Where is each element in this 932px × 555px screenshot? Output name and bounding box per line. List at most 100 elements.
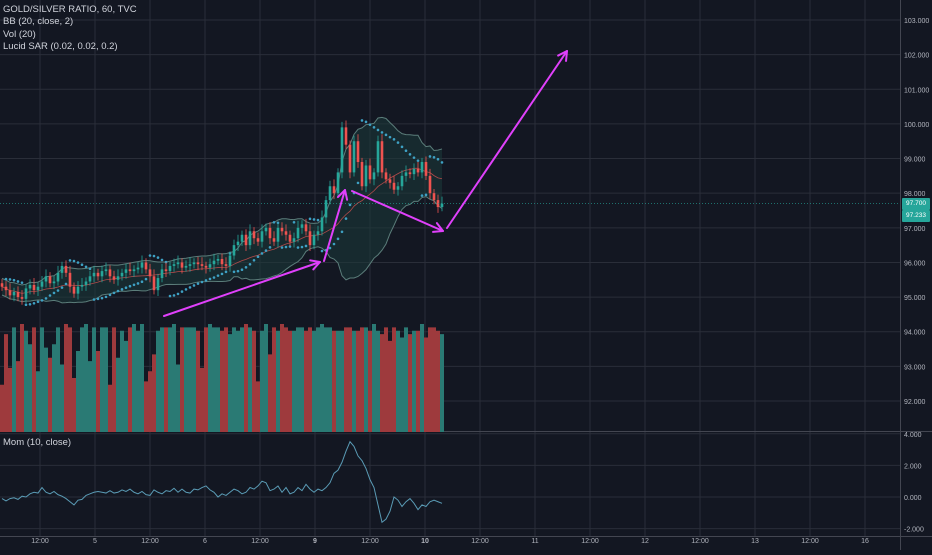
- sar-dot: [120, 288, 124, 291]
- candle-body: [264, 227, 268, 232]
- candle-body: [392, 182, 396, 190]
- candle-body: [244, 234, 248, 246]
- candle-body: [328, 186, 332, 201]
- volume-bar: [4, 334, 8, 432]
- legend-vol[interactable]: Vol (20): [3, 28, 36, 40]
- sar-dot: [416, 159, 420, 162]
- volume-bar: [372, 324, 376, 432]
- volume-bar: [136, 330, 140, 432]
- candle-body: [204, 265, 208, 268]
- annotation-arrow-spike: [323, 189, 349, 262]
- volume-bar: [28, 344, 32, 432]
- sar-dot: [392, 138, 396, 141]
- volume-bar: [360, 327, 364, 432]
- volume-bar: [400, 337, 404, 432]
- sar-dot: [56, 289, 60, 292]
- volume-bar: [152, 354, 156, 432]
- volume-bar: [276, 330, 280, 432]
- sar-dot: [272, 220, 276, 224]
- legend-mom[interactable]: Mom (10, close): [3, 437, 72, 448]
- sar-dot: [300, 245, 304, 249]
- candle-body: [208, 264, 212, 268]
- time-tick-label: 12:00: [471, 538, 489, 545]
- price-tick-label: 94.000: [904, 330, 926, 337]
- volume-bar: [196, 330, 200, 432]
- candle-body: [240, 234, 244, 242]
- sar-dot: [192, 284, 196, 287]
- candle-body: [316, 231, 320, 235]
- sar-dot: [320, 249, 324, 253]
- annotation-stroke: [351, 190, 444, 232]
- candle-body: [248, 231, 252, 246]
- candle-body: [372, 172, 376, 180]
- legend-sar[interactable]: Lucid SAR (0.02, 0.02, 0.2): [3, 41, 118, 53]
- candle-body: [260, 231, 264, 242]
- volume-bar: [324, 327, 328, 432]
- candle-body: [56, 272, 60, 282]
- candle-body: [404, 172, 408, 176]
- candle-body: [296, 227, 300, 239]
- legend-bb[interactable]: BB (20, close, 2): [3, 16, 74, 28]
- sar-dot: [108, 293, 112, 297]
- candle-body: [80, 284, 84, 287]
- volume-bar: [304, 330, 308, 432]
- sar-dot: [16, 280, 20, 283]
- sar-dot: [196, 282, 200, 285]
- candle-body: [276, 227, 280, 242]
- volume-bar: [256, 381, 260, 432]
- sar-dot: [96, 297, 100, 301]
- volume-bar: [236, 330, 240, 432]
- sar-dot: [20, 281, 24, 284]
- sar-dot: [140, 280, 144, 284]
- candle-body: [32, 284, 36, 291]
- sar-dot: [380, 131, 384, 134]
- candle-body: [160, 269, 164, 279]
- sar-dot: [312, 218, 316, 221]
- sar-dot: [224, 270, 228, 274]
- candle-body: [200, 264, 204, 266]
- sar-dot: [316, 218, 320, 222]
- volume-bar: [348, 327, 352, 432]
- candle-body: [156, 278, 160, 291]
- candle-body: [120, 272, 124, 277]
- sar-dot: [420, 194, 424, 197]
- volume-bar: [12, 327, 16, 432]
- candle-body: [228, 255, 232, 266]
- volume-bar: [80, 327, 84, 432]
- volume-bar: [204, 327, 208, 432]
- momentum-layer: [1, 440, 443, 524]
- candle-body: [400, 175, 404, 187]
- legend-symbol[interactable]: GOLD/SILVER RATIO, 60, TVC: [3, 4, 137, 15]
- sar-dot: [252, 259, 256, 262]
- time-tick-label: 12: [641, 538, 649, 545]
- sar-dot: [356, 181, 360, 185]
- sar-dot: [172, 294, 176, 297]
- sar-dot: [388, 135, 392, 139]
- volume-bar: [160, 327, 164, 432]
- volume-bar: [156, 330, 160, 432]
- sar-dot: [148, 254, 152, 257]
- volume-bar: [32, 327, 36, 432]
- sar-dot: [64, 282, 68, 286]
- sar-dot: [284, 245, 288, 249]
- candle-body: [100, 271, 104, 277]
- sar-dot: [396, 141, 400, 144]
- volume-bar: [376, 330, 380, 432]
- volume-bar: [392, 327, 396, 432]
- volume-bar: [116, 357, 120, 432]
- volume-bar: [284, 327, 288, 432]
- mom-tick-label: 2.000: [904, 463, 922, 470]
- volume-bar: [432, 327, 436, 432]
- price-tick-label: 100.000: [904, 122, 929, 129]
- axis-layer: 92.00093.00094.00095.00096.00097.00098.0…: [31, 18, 929, 545]
- sar-dot: [360, 119, 364, 122]
- candle-body: [332, 186, 336, 194]
- candle-body: [40, 281, 44, 287]
- time-tick-label: 12:00: [361, 538, 379, 545]
- volume-bar: [52, 344, 56, 432]
- volume-bar: [224, 327, 228, 432]
- volume-bar: [16, 361, 20, 432]
- mom-tick-label: 0.000: [904, 495, 922, 502]
